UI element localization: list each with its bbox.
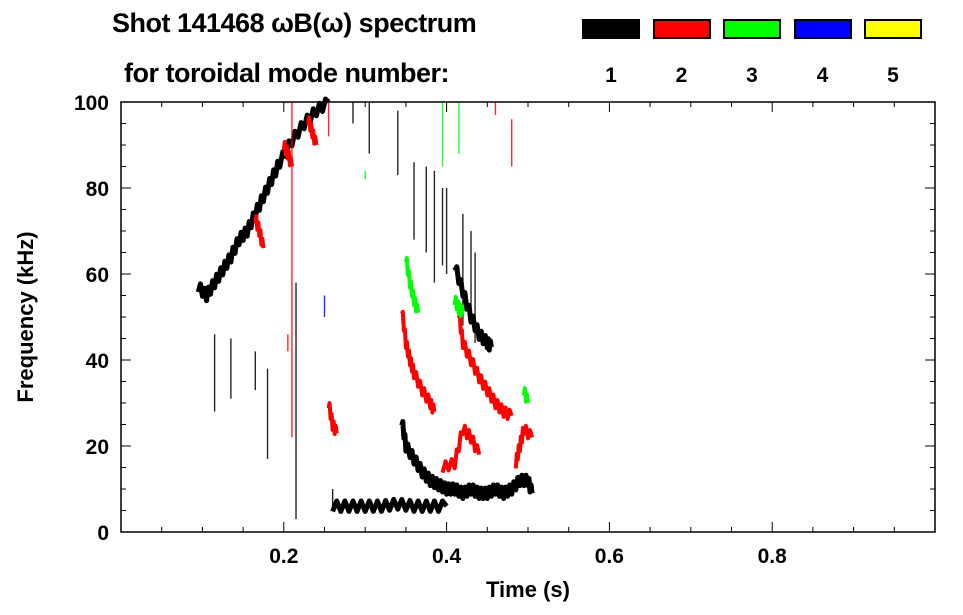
legend-label-mode-3: 3	[746, 64, 758, 87]
mode-2-trace	[440, 423, 482, 474]
legend-swatch-mode-4	[793, 19, 852, 39]
mode-2-trace	[253, 214, 266, 249]
mode-1-trace	[399, 419, 535, 501]
chart-subtitle: for toroidal mode number:	[124, 58, 450, 88]
y-tick-label: 20	[86, 436, 109, 459]
mode-3-trace	[403, 256, 421, 314]
x-tick-label: 0.6	[595, 545, 624, 568]
chart-title: Shot 141468 ωB(ω) spectrum	[112, 8, 477, 38]
mode-2-trace	[306, 115, 319, 146]
x-axis-label: Time (s)	[486, 577, 570, 602]
x-tick-label: 0.4	[432, 545, 462, 568]
mode-2-trace	[456, 313, 514, 421]
legend-label-mode-1: 1	[605, 64, 617, 87]
y-tick-label: 40	[86, 350, 109, 373]
mode-2-trace	[400, 309, 437, 415]
mode-2-trace	[281, 140, 294, 168]
plot-frame	[120, 101, 936, 533]
y-tick-label: 100	[74, 92, 109, 115]
mode-2-trace	[326, 401, 339, 436]
legend-swatch-mode-5	[864, 19, 922, 39]
x-tick-label: 0.2	[269, 545, 298, 568]
mode-2-trace	[513, 423, 534, 469]
y-tick-label: 0	[97, 522, 109, 545]
legend-swatch-mode-1	[582, 19, 640, 39]
x-tick-label: 0.8	[758, 545, 788, 568]
legend-swatch-mode-2	[652, 19, 711, 39]
legend-label-mode-4: 4	[816, 64, 829, 87]
mode-3-trace	[452, 294, 465, 318]
y-tick-label: 60	[86, 264, 109, 287]
mode-1-trace	[452, 264, 494, 353]
y-axis-label: Frequency (kHz)	[13, 231, 38, 402]
legend-label-mode-2: 2	[675, 64, 688, 87]
legend-swatch-mode-3	[723, 19, 781, 39]
y-tick-label: 80	[86, 178, 109, 201]
mode-1-trace	[330, 496, 449, 514]
mode-3-trace	[521, 386, 530, 404]
legend-label-mode-5: 5	[887, 64, 899, 87]
